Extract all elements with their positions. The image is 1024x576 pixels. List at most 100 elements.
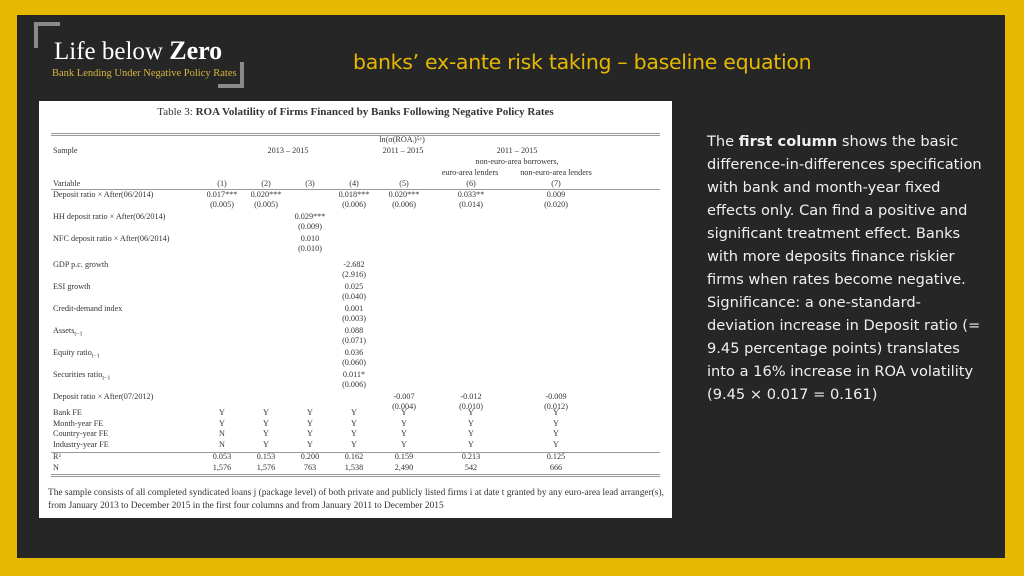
coefficient: -0.012: [460, 392, 482, 401]
fe-value: Y: [401, 408, 407, 417]
row-label: Securities ratiot−1: [53, 370, 111, 382]
stats-value: 1,576: [256, 463, 276, 472]
coefficient: 0.001: [344, 304, 364, 313]
logo-bracket-bottom-right: [218, 62, 244, 88]
fe-row-label: Country-year FE: [53, 429, 109, 438]
stats-value: 0.153: [256, 452, 276, 461]
fe-value: Y: [351, 429, 357, 438]
subheader-non-euro-lenders: non-euro-area lenders: [520, 168, 592, 177]
fe-value: N: [219, 439, 225, 449]
coefficient: 0.009: [546, 190, 566, 199]
stats-rule: [51, 452, 660, 453]
row-label: Assetst−1: [53, 326, 83, 338]
stats-value: 2,490: [394, 463, 414, 472]
standard-error: (0.060): [342, 358, 366, 367]
stats-value: 0.053: [212, 452, 232, 461]
coefficient: 0.018***: [338, 190, 370, 199]
fe-value: Y: [307, 429, 313, 438]
coefficient: 0.020***: [250, 190, 282, 199]
stats-value: 666: [549, 463, 563, 472]
coefficient: 0.017***: [206, 190, 238, 199]
fe-value: Y: [307, 408, 313, 417]
row-label: Equity ratiot−1: [53, 348, 100, 360]
column-header: (7): [551, 179, 561, 188]
coefficient: 0.088: [344, 326, 364, 335]
fe-value: Y: [263, 429, 269, 438]
standard-error: (2.916): [342, 270, 366, 279]
fe-value: Y: [263, 439, 269, 449]
coefficient: 0.010: [300, 234, 320, 243]
fe-value: Y: [401, 418, 407, 428]
sample-label: Sample: [53, 146, 78, 155]
fe-value: Y: [263, 418, 269, 428]
standard-error: (0.004): [392, 402, 416, 411]
stats-value: 763: [303, 463, 317, 472]
stats-row-label: N: [53, 463, 59, 472]
coefficient: 0.036: [344, 348, 364, 357]
stats-value: 0.162: [344, 452, 364, 461]
standard-error: (0.006): [342, 200, 366, 209]
standard-error: (0.012): [544, 402, 568, 411]
coefficient: 0.020***: [388, 190, 420, 199]
column-header: (5): [399, 179, 409, 188]
fe-value: Y: [219, 418, 225, 428]
fe-value: Y: [468, 429, 474, 438]
standard-error: (0.003): [342, 314, 366, 323]
fe-value: Y: [351, 408, 357, 417]
column-header: (1): [217, 179, 227, 188]
fe-value: Y: [263, 408, 269, 417]
logo: Life below Zero Bank Lending Under Negat…: [34, 22, 244, 88]
row-label: NFC deposit ratio × After(06/2014): [53, 234, 170, 243]
fe-row-label: Month-year FE: [53, 418, 104, 428]
row-label: GDP p.c. growth: [53, 260, 109, 269]
bottom-rule-2: [51, 476, 660, 477]
row-label: Deposit ratio × After(07/2012): [53, 392, 154, 401]
variable-label: Variable: [53, 179, 81, 188]
sample-2: 2011 – 2015: [382, 146, 424, 155]
column-header: (3): [305, 179, 315, 188]
coefficient: -2.682: [343, 260, 365, 269]
fe-value: Y: [219, 408, 225, 417]
fe-value: Y: [401, 429, 407, 438]
standard-error: (0.010): [298, 244, 322, 253]
significance-text: Significance: a one-standard-deviation i…: [707, 294, 981, 403]
standard-error: (0.005): [254, 200, 278, 209]
header-rule: [51, 189, 660, 190]
stats-value: 0.159: [394, 452, 414, 461]
fe-value: Y: [468, 408, 474, 417]
stats-value: 0.200: [300, 452, 320, 461]
column-header: (6): [466, 179, 476, 188]
fe-value: Y: [553, 429, 559, 438]
description-text: The first column shows the basic differe…: [707, 133, 982, 403]
fe-value: Y: [553, 439, 559, 449]
standard-error: (0.020): [544, 200, 568, 209]
row-label: Credit-demand index: [53, 304, 123, 313]
logo-title: Life below Zero: [54, 36, 223, 65]
coefficient: 0.029***: [294, 212, 326, 221]
fe-value: N: [219, 429, 225, 438]
fe-value: Y: [553, 408, 559, 417]
fe-value: Y: [307, 418, 313, 428]
standard-error: (0.010): [459, 402, 483, 411]
stats-value: 1,538: [344, 463, 364, 472]
fe-value: Y: [401, 439, 407, 449]
standard-error: (0.005): [210, 200, 234, 209]
stats-value: 0.213: [461, 452, 481, 461]
column-header: (2): [261, 179, 271, 188]
fe-value: Y: [468, 418, 474, 428]
coefficient: 0.011*: [342, 370, 366, 379]
coefficient: 0.033**: [457, 190, 485, 199]
table-top-rule-2: [51, 135, 660, 136]
fe-value: Y: [351, 439, 357, 449]
coefficient: 0.025: [344, 282, 364, 291]
logo-bracket-top-left: [34, 22, 60, 48]
stats-value: 1,576: [212, 463, 232, 472]
table-note: The sample consists of all completed syn…: [48, 488, 664, 511]
subheader-euro-lenders: euro-area lenders: [441, 168, 499, 177]
fe-value: Y: [468, 439, 474, 449]
table-top-rule: [51, 133, 660, 134]
fe-value: Y: [351, 418, 357, 428]
stats-value: 542: [464, 463, 478, 472]
fe-row-label: Industry-year FE: [53, 439, 109, 449]
stats-value: 0.125: [546, 452, 566, 461]
